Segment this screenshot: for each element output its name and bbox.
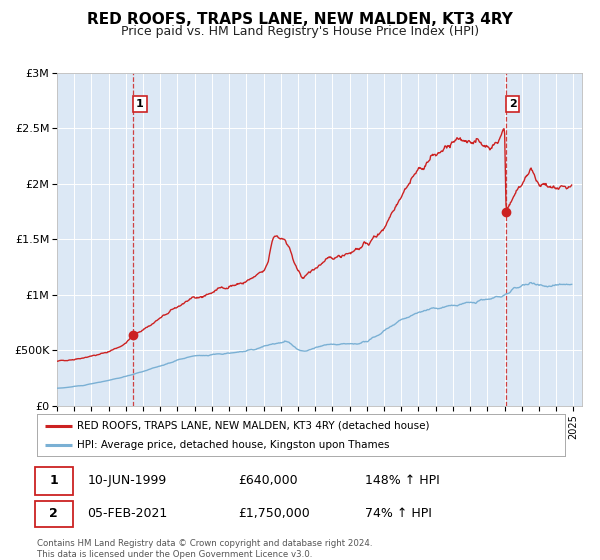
FancyBboxPatch shape (35, 501, 73, 527)
Text: 10-JUN-1999: 10-JUN-1999 (88, 474, 167, 487)
Text: 1: 1 (136, 99, 144, 109)
Text: Price paid vs. HM Land Registry's House Price Index (HPI): Price paid vs. HM Land Registry's House … (121, 25, 479, 38)
Text: £640,000: £640,000 (238, 474, 298, 487)
Text: 1: 1 (49, 474, 58, 487)
Text: 74% ↑ HPI: 74% ↑ HPI (365, 507, 431, 520)
Text: RED ROOFS, TRAPS LANE, NEW MALDEN, KT3 4RY: RED ROOFS, TRAPS LANE, NEW MALDEN, KT3 4… (87, 12, 513, 27)
Text: HPI: Average price, detached house, Kingston upon Thames: HPI: Average price, detached house, King… (77, 440, 389, 450)
Text: 2: 2 (509, 99, 517, 109)
Text: £1,750,000: £1,750,000 (238, 507, 310, 520)
Text: RED ROOFS, TRAPS LANE, NEW MALDEN, KT3 4RY (detached house): RED ROOFS, TRAPS LANE, NEW MALDEN, KT3 4… (77, 421, 430, 431)
Text: Contains HM Land Registry data © Crown copyright and database right 2024.: Contains HM Land Registry data © Crown c… (37, 539, 373, 548)
Text: 05-FEB-2021: 05-FEB-2021 (88, 507, 167, 520)
Text: 2: 2 (49, 507, 58, 520)
Text: 148% ↑ HPI: 148% ↑ HPI (365, 474, 439, 487)
Text: This data is licensed under the Open Government Licence v3.0.: This data is licensed under the Open Gov… (37, 550, 313, 559)
FancyBboxPatch shape (35, 466, 73, 495)
